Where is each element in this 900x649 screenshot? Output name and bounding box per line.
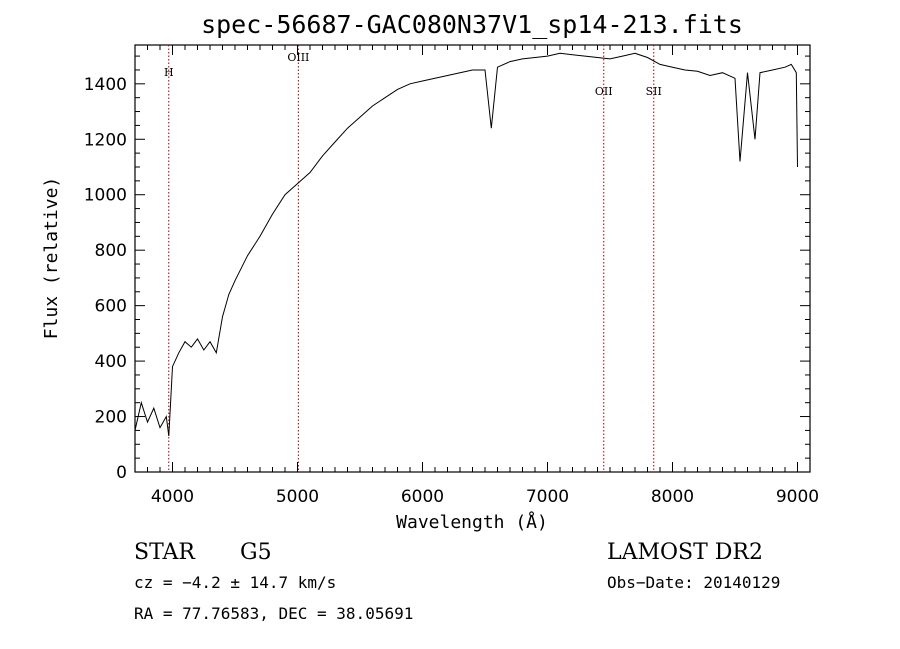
chart-title: spec-56687-GAC080N37V1_sp14-213.fits xyxy=(201,10,743,39)
line-marker-label: SII xyxy=(646,85,662,98)
observation-date: Obs−Date: 20140129 xyxy=(607,573,780,592)
axes: 4000 5000 6000 7000 8000 9000 0 200 400 600 800 100… xyxy=(84,45,819,507)
x-tick-label: 6000 xyxy=(401,487,444,507)
object-class: STAR xyxy=(134,540,196,565)
x-tick-label: 4000 xyxy=(151,487,194,507)
x-tick-label: 9000 xyxy=(776,487,819,507)
y-axis-label: Flux (relative) xyxy=(41,177,62,340)
x-axis-label: Wavelength (Å) xyxy=(396,511,548,533)
redshift-velocity: cz = −4.2 ± 14.7 km/s xyxy=(134,573,336,592)
reference-lines: H OIII OII SII xyxy=(164,45,662,472)
y-tick-label: 1000 xyxy=(84,186,127,206)
survey-name: LAMOST DR2 xyxy=(607,540,763,565)
flux-series-line xyxy=(134,52,798,437)
x-tick-label: 8000 xyxy=(651,487,694,507)
line-marker-label: OIII xyxy=(287,51,309,64)
y-tick-label: 800 xyxy=(95,241,127,261)
y-tick-label: 200 xyxy=(95,408,127,428)
y-tick-label: 0 xyxy=(116,463,127,483)
x-tick-label: 5000 xyxy=(276,487,319,507)
line-marker-label: H xyxy=(164,66,174,79)
x-tick-label: 7000 xyxy=(526,487,569,507)
y-tick-label: 600 xyxy=(95,297,127,317)
line-marker-label: OII xyxy=(595,85,613,98)
coordinates: RA = 77.76583, DEC = 38.05691 xyxy=(134,604,413,623)
plot-frame xyxy=(134,44,811,473)
y-tick-label: 1200 xyxy=(84,130,127,150)
y-tick-label: 1400 xyxy=(84,75,127,95)
y-tick-label: 400 xyxy=(95,352,127,372)
object-subclass: G5 xyxy=(240,540,272,565)
